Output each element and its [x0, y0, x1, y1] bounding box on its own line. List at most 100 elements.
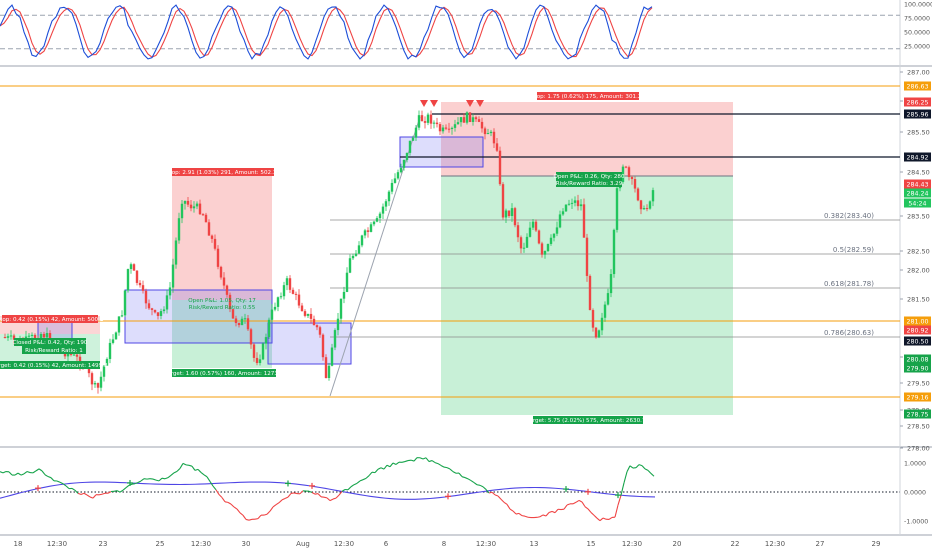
- candle: [186, 200, 190, 205]
- osc-fast-line-segment: [8, 471, 13, 476]
- osc-fast-line-segment: [188, 464, 193, 467]
- candle: [222, 277, 226, 286]
- candle: [651, 190, 655, 202]
- osc-fast-line-segment: [368, 471, 373, 477]
- candle: [99, 376, 103, 388]
- price-label-bg: [904, 363, 931, 373]
- stop-label-bg: [172, 168, 274, 176]
- osc-fast-line-segment: [170, 472, 175, 476]
- osc-fast-line-segment: [581, 501, 586, 507]
- candle: [249, 329, 253, 345]
- pnl-label-bg: [14, 338, 86, 346]
- time-tick-label: 12:30: [622, 540, 642, 548]
- osc-fast-line-segment: [203, 474, 208, 478]
- candle: [324, 357, 328, 378]
- osc-fast-line-segment: [101, 492, 106, 495]
- price-label: 286.63: [906, 84, 928, 91]
- osc-fast-line-segment: [134, 481, 139, 485]
- candle: [510, 208, 514, 216]
- candle: [558, 214, 562, 228]
- candle: [102, 365, 106, 377]
- osc-fast-line-segment: [479, 484, 484, 488]
- candle: [495, 143, 499, 151]
- osc-fast-line-segment: [629, 465, 634, 469]
- candle: [372, 221, 376, 225]
- osc-fast-line-segment: [158, 477, 163, 482]
- osc-fast-line-segment: [482, 486, 487, 490]
- osc-fast-line-segment: [554, 508, 559, 514]
- candle: [252, 344, 256, 358]
- candle: [561, 211, 565, 215]
- osc-fast-line-segment: [176, 468, 181, 472]
- osc-fast-line-segment: [515, 512, 520, 515]
- candle: [507, 210, 511, 216]
- candle: [135, 270, 139, 283]
- osc-fast-line-segment: [230, 503, 235, 508]
- candle: [291, 289, 295, 294]
- candle: [180, 203, 184, 219]
- candle: [237, 323, 241, 326]
- price-label-bg: [904, 354, 931, 364]
- osc-fast-line-segment: [584, 506, 589, 510]
- price-label: 279.16: [906, 395, 928, 402]
- candle: [450, 127, 454, 130]
- osc-fast-line-segment: [242, 514, 247, 520]
- candle: [363, 230, 367, 236]
- price-tick-label: 287.00: [907, 69, 930, 77]
- candle: [267, 319, 271, 338]
- osc-fast-line-segment: [464, 477, 469, 480]
- oscillator-pane: 1.0000 0.0000 -1.0000: [0, 457, 928, 526]
- osc-fast-line-segment: [254, 518, 259, 520]
- time-tick-label: 13: [530, 540, 539, 548]
- candle: [90, 373, 94, 385]
- price-label-bg: [904, 316, 931, 326]
- candle: [333, 330, 337, 348]
- osc-fast-line-segment: [308, 490, 313, 494]
- osc-fast-line-segment: [341, 489, 346, 492]
- osc-fast-line-segment: [365, 475, 370, 479]
- osc-tick-label: 1.0000: [904, 461, 926, 468]
- stop-label-bg: [2, 315, 98, 323]
- time-tick-label: 20: [673, 540, 682, 548]
- price-label: 280.50: [906, 339, 928, 346]
- osc-fast-line-segment: [566, 503, 571, 506]
- candle: [549, 237, 553, 244]
- candle: [519, 237, 523, 249]
- candle: [438, 124, 442, 132]
- osc-fast-line-segment: [200, 472, 205, 476]
- target-label: Target: 1.60 (0.57%) 160, Amount: 1273.6: [164, 371, 284, 377]
- candle: [525, 236, 529, 248]
- fib-level-label: 0.5(282.59): [833, 246, 874, 254]
- osc-fast-line-segment: [536, 516, 541, 518]
- time-tick-label: 18: [14, 540, 23, 548]
- axes: 287.00286.00285.50284.50283.50282.50282.…: [14, 69, 931, 548]
- candle: [45, 333, 49, 338]
- stoch-tick-label: 100.0000: [904, 2, 932, 9]
- candle: [408, 140, 412, 153]
- candle: [405, 152, 409, 160]
- candle: [483, 128, 487, 135]
- osc-fast-line-segment: [56, 480, 61, 483]
- candle: [141, 285, 145, 291]
- osc-fast-line-segment: [263, 513, 268, 516]
- osc-fast-line-segment: [386, 464, 391, 468]
- osc-fast-line-segment: [359, 479, 364, 482]
- price-label-bg: [904, 152, 931, 162]
- candle: [603, 304, 607, 318]
- candle: [243, 318, 247, 320]
- osc-fast-line-segment: [173, 470, 178, 474]
- candle: [264, 337, 268, 344]
- candle: [351, 255, 355, 259]
- candle: [474, 117, 478, 120]
- osc-fast-line-segment: [32, 470, 37, 474]
- osc-fast-line-segment: [635, 464, 640, 469]
- time-tick-label: 6: [384, 540, 389, 548]
- candle: [69, 353, 73, 355]
- osc-fast-line-segment: [161, 477, 166, 480]
- osc-fast-line-segment: [485, 489, 490, 494]
- candle: [105, 358, 109, 366]
- candle: [393, 178, 397, 183]
- stop-label: Stop: 2.91 (1.03%) 291, Amount: 502.39: [166, 170, 280, 176]
- osc-fast-line-segment: [233, 506, 238, 510]
- candle: [522, 247, 526, 249]
